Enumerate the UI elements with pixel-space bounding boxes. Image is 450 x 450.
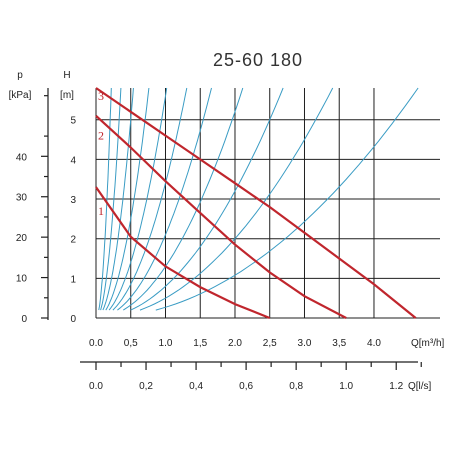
system-curve <box>108 87 168 311</box>
q-ls-tick-label: 0,2 <box>139 381 153 392</box>
pump-curve-labels: 1 2 3 <box>98 89 104 218</box>
grid <box>95 88 440 319</box>
h-tick-label: 5 <box>70 116 76 127</box>
system-curves <box>98 87 419 311</box>
system-curve <box>117 87 212 311</box>
p-tick-label: 40 <box>16 152 28 163</box>
h-tick-label: 1 <box>70 274 76 285</box>
system-curve <box>130 87 284 311</box>
pump-curve-1 <box>95 186 271 320</box>
q-m3h-tick-label: 0.0 <box>89 338 103 349</box>
system-curve <box>98 87 112 311</box>
q-m3h-tick-label: 4.0 <box>367 338 381 349</box>
p-axis: p [kPa] <box>9 70 49 320</box>
h-axis: H [m] <box>60 70 74 101</box>
q-m3h-tick-label: 2.0 <box>228 338 242 349</box>
p-tick-label: 0 <box>21 314 27 325</box>
p-tick-label: 10 <box>16 274 28 285</box>
p-axis-label: p <box>17 70 23 81</box>
q-ls-tick-label: 0,6 <box>239 381 253 392</box>
system-curve <box>123 87 244 311</box>
system-curve <box>155 87 419 311</box>
h-axis-unit: [m] <box>60 90 74 101</box>
system-curve <box>100 87 122 311</box>
system-curve <box>139 87 334 311</box>
q-ls-tick-label: 0,8 <box>289 381 303 392</box>
q-m3h-tick-label: 2,5 <box>263 338 277 349</box>
q-m3h-tick-label: 1.0 <box>159 338 173 349</box>
q-ls-tick-label: 1.2 <box>389 381 403 392</box>
q-ls-axis: Q[l/s] <box>80 361 432 392</box>
pump-curve-label-1: 1 <box>98 204 104 218</box>
pump-curve-label-3: 3 <box>98 89 104 103</box>
q-m3h-tick-label: 3.0 <box>298 338 312 349</box>
q-m3h-axis: Q[m³/h] <box>411 338 445 349</box>
h-tick-label: 4 <box>70 155 76 166</box>
h-tick-label: 3 <box>70 195 76 206</box>
q-ls-tick-label: 0.0 <box>89 381 103 392</box>
p-tick-label: 20 <box>16 233 28 244</box>
pump-curve-label-2: 2 <box>98 129 104 143</box>
system-curve <box>105 87 150 311</box>
p-tick-label: 30 <box>16 193 28 204</box>
p-axis-unit: [kPa] <box>9 90 32 101</box>
q-m3h-tick-label: 0,5 <box>124 338 138 349</box>
h-axis-label: H <box>63 70 70 81</box>
q-m3h-tick-label: 1,5 <box>193 338 207 349</box>
pump-curve-3 <box>95 87 417 319</box>
q-ls-axis-label: Q[l/s] <box>408 381 432 392</box>
h-tick-label: 0 <box>70 314 76 325</box>
pump-curve-2 <box>95 114 347 319</box>
q-m3h-axis-label: Q[m³/h] <box>411 338 445 349</box>
chart-title: 25-60 180 <box>213 50 303 70</box>
system-curve <box>112 87 188 311</box>
q-m3h-tick-label: 3,5 <box>332 338 346 349</box>
q-ls-tick-label: 0,4 <box>189 381 203 392</box>
h-tick-label: 2 <box>70 235 76 246</box>
q-ls-tick-label: 1.0 <box>339 381 353 392</box>
pump-curves <box>95 87 417 320</box>
